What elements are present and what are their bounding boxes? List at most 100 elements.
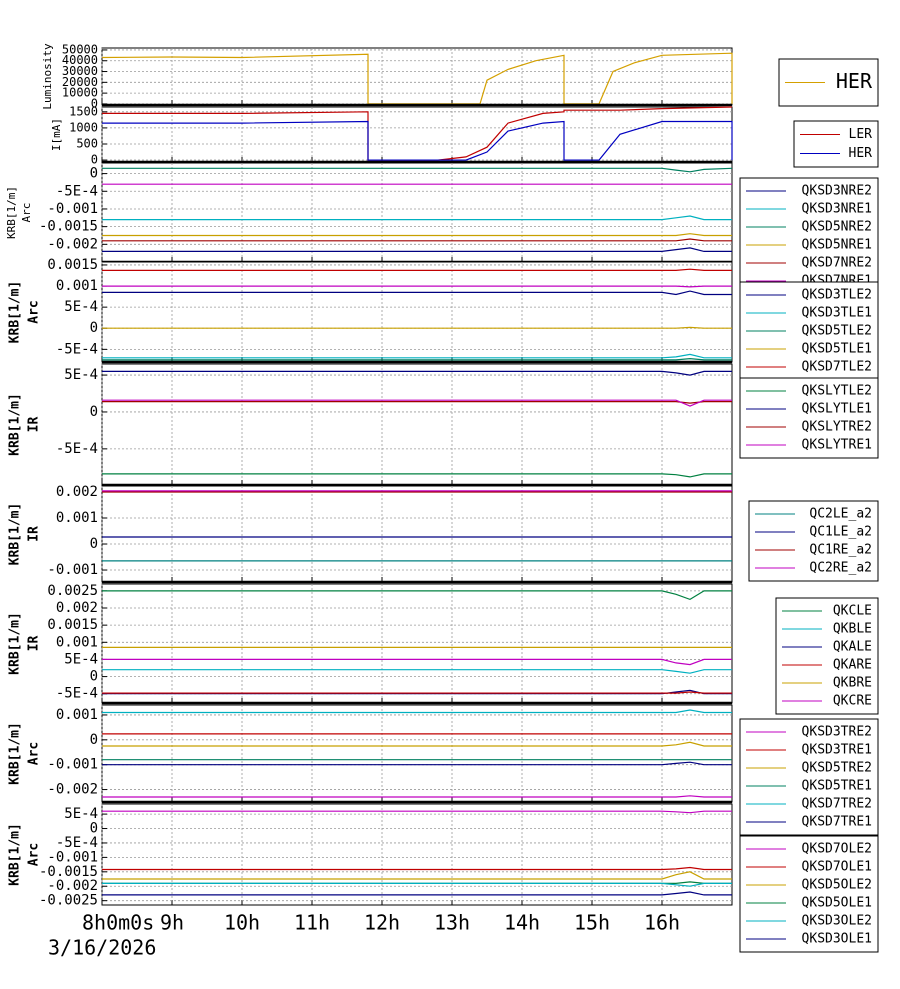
plot-area [101,261,733,363]
y-tick-label: -0.001 [47,562,98,578]
legend-label: QKSD3OLE2 [802,914,872,929]
y-tick-label: 0 [90,404,98,420]
legend-label: QKSD5TRE2 [802,761,872,776]
y-tick-label: 0 [90,536,98,552]
series-line [102,238,732,242]
y-axis-label: IR [27,526,42,542]
legend-label: QKSD3TRE2 [802,725,872,740]
y-tick-label: 0 [91,153,98,167]
legend-label: QKALE [833,640,872,655]
series-line [102,669,732,674]
plot-area [101,363,733,486]
plot-area [101,485,733,583]
y-axis-label: Arc [20,203,33,223]
x-tick-label: 14h [504,911,540,935]
y-tick-label: 50000 [62,42,98,56]
y-tick-label: 0.001 [56,707,98,723]
y-tick-label: 0.001 [56,278,98,294]
y-tick-label: 0.0015 [47,257,98,273]
legend-label: QKSD7TLE2 [802,360,872,375]
y-tick-label: -5E-4 [56,341,98,357]
y-tick-label: 5E-4 [64,367,98,383]
plot-area [101,106,733,163]
y-tick-label: -0.002 [47,878,98,894]
plot-area [101,803,733,906]
legend-label: QKBRE [833,676,872,691]
series-line [102,473,732,478]
series-line [102,891,732,896]
legend-label: QKCRE [833,694,872,709]
series-line [102,357,732,361]
legend-box [739,835,879,953]
legend-label: LER [849,127,873,142]
y-tick-label: 0 [90,669,98,685]
y-axis-label: KRB[1/m] [8,281,23,344]
plot-area [101,704,733,803]
series-line [102,741,732,747]
y-axis-label: Luminosity [41,43,54,110]
legend-label: HER [836,69,873,93]
y-tick-label: 0.002 [56,600,98,616]
legend-label: QKSLYTLE1 [802,402,872,417]
y-tick-label: 0 [91,96,98,110]
legend-label: QKSLYTRE2 [802,420,872,435]
legend-box [793,120,879,168]
x-tick-label: 16h [644,911,680,935]
y-tick-label: -0.001 [47,757,98,773]
series-line [102,795,732,798]
series-line [102,215,732,221]
y-axis-label: IR [27,417,42,433]
series-line [102,882,732,887]
y-tick-label: 0.001 [56,510,98,526]
series-line [102,290,732,296]
y-tick-label: -5E-4 [56,441,98,457]
y-tick-label: 40000 [62,53,98,67]
y-tick-label: -0.002 [47,782,98,798]
series-line [102,167,733,173]
legend-label: QKSD3TLE2 [802,288,872,303]
plot-area [101,162,733,263]
series-line [102,658,732,666]
plot-area [101,583,733,704]
series-line [102,247,732,252]
y-tick-label: 5E-4 [64,299,98,315]
series-line [102,709,732,714]
series-line [102,866,732,871]
x-axis-date: 3/16/2026 [48,936,156,960]
legend-box [739,718,879,836]
legend-label: QC2LE_a2 [809,507,872,522]
legend-label: QKSD5TRE1 [802,779,872,794]
series-line [102,590,732,601]
y-axis-label: KRB[1/m] [8,612,23,675]
series-line [102,233,732,237]
legend-label: QKSD7TRE2 [802,797,872,812]
legend-label: QKSD3TLE1 [802,306,872,321]
y-axis-label: IR [27,636,42,652]
legend-label: QKSD7OLE2 [802,842,872,857]
y-tick-label: -5E-4 [56,686,98,702]
series-line [101,52,733,105]
y-tick-label: 0 [90,732,98,748]
legend-label: QKSD5OLE1 [802,896,872,911]
legend-label: QKSD7OLE1 [802,860,872,875]
y-tick-label: -0.002 [47,236,98,252]
series-line [102,285,732,288]
legend-label: QKSD3NRE1 [802,202,872,217]
y-tick-label: -0.001 [47,849,98,865]
series-line [102,353,732,359]
series-line [102,761,732,766]
series-line [102,401,732,404]
legend-label: QKSD7TRE1 [802,815,872,830]
y-tick-label: -0.0015 [39,219,98,235]
y-tick-label: -0.0015 [39,864,98,880]
y-axis-label: KRB[1/m] [8,393,23,456]
x-tick-label: 9h [160,911,184,935]
y-tick-label: 10000 [62,86,98,100]
y-tick-label: 1500 [69,104,98,118]
legend-label: QKSD3OLE1 [802,932,872,947]
y-tick-label: 5E-4 [64,806,98,822]
y-tick-label: 30000 [62,64,98,78]
y-tick-label: -0.001 [47,201,98,217]
legend-label: QKCLE [833,604,872,619]
